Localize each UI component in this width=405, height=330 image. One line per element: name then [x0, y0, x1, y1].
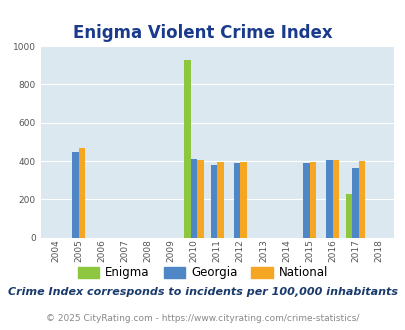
Bar — [79, 148, 85, 238]
Bar — [210, 165, 217, 238]
Bar — [332, 160, 338, 238]
Bar — [197, 159, 203, 238]
Text: © 2025 CityRating.com - https://www.cityrating.com/crime-statistics/: © 2025 CityRating.com - https://www.city… — [46, 314, 359, 323]
Bar — [352, 168, 358, 238]
Bar — [358, 161, 364, 238]
Bar — [309, 162, 315, 238]
Bar — [345, 194, 352, 238]
Bar — [217, 162, 223, 238]
Bar — [72, 152, 79, 238]
Bar — [240, 162, 246, 238]
Bar — [303, 163, 309, 238]
Bar — [184, 60, 190, 238]
Text: Enigma Violent Crime Index: Enigma Violent Crime Index — [73, 24, 332, 42]
Legend: Enigma, Georgia, National: Enigma, Georgia, National — [73, 262, 332, 284]
Text: Crime Index corresponds to incidents per 100,000 inhabitants: Crime Index corresponds to incidents per… — [8, 287, 397, 297]
Bar — [325, 160, 332, 238]
Bar — [233, 163, 240, 238]
Bar — [190, 159, 197, 238]
